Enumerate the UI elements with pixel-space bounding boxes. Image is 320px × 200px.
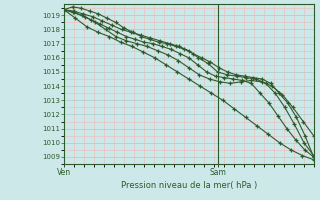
X-axis label: Pression niveau de la mer( hPa ): Pression niveau de la mer( hPa ) [121, 181, 257, 190]
